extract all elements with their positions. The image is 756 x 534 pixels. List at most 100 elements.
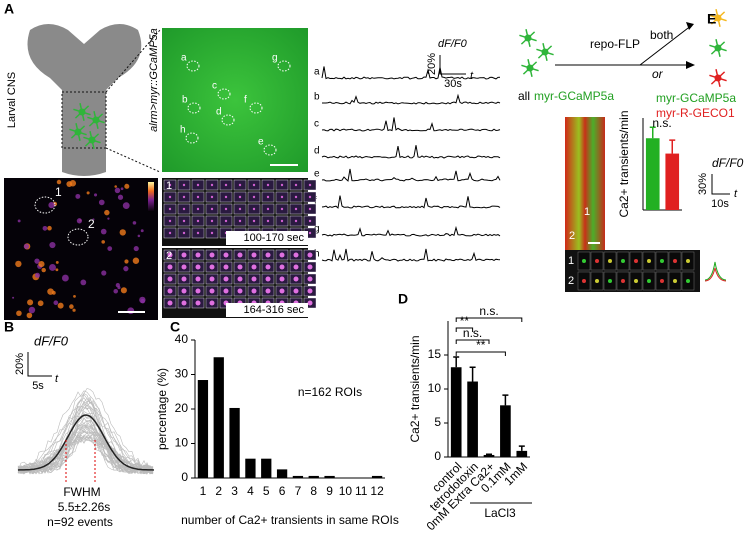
montage-spot — [308, 219, 312, 223]
heat-spot — [124, 259, 129, 264]
montage-time: 100-170 sec — [243, 232, 304, 244]
roi-outline — [263, 144, 277, 156]
montage-spot — [252, 219, 256, 223]
montage-spot — [279, 264, 285, 270]
montage-spot — [621, 259, 625, 263]
heat-spot — [47, 288, 54, 295]
scale-t: t — [55, 373, 59, 385]
roi-outline — [187, 102, 201, 114]
heat-spot — [34, 258, 40, 264]
event-count: n=92 events — [47, 515, 113, 529]
significance-bracket — [455, 339, 490, 344]
bar — [371, 475, 383, 478]
montage-spot — [181, 264, 187, 270]
dual-image — [565, 117, 605, 250]
montage-spot — [224, 195, 228, 199]
x-tick-label: 1 — [200, 484, 207, 498]
trace-green — [704, 261, 727, 281]
trace — [322, 93, 501, 105]
roi-label: g — [272, 53, 278, 64]
heat-spot — [69, 180, 77, 187]
trace-red — [704, 267, 727, 282]
heat-spot — [133, 245, 139, 252]
montage-spot — [210, 195, 214, 199]
montage-spot — [251, 264, 257, 270]
panel-letter: C — [170, 319, 180, 335]
montage-spot — [582, 259, 586, 263]
montage-spot — [196, 219, 200, 223]
montage-spot — [209, 252, 215, 258]
error-bar — [649, 126, 656, 139]
heat-spot — [75, 193, 81, 199]
trace-label: e — [314, 169, 320, 180]
heat-spot — [17, 219, 21, 223]
montage-spot — [237, 276, 243, 282]
montage-spot — [265, 252, 271, 258]
montage-spot — [237, 288, 243, 294]
heat-spot — [27, 299, 34, 306]
montage-spot — [237, 252, 243, 258]
heat-spot — [76, 218, 83, 224]
montage-spot — [266, 195, 270, 199]
row-label: 2 — [568, 275, 574, 287]
montage-spot — [660, 259, 664, 263]
trace-label: d — [314, 146, 320, 157]
cell-body — [74, 128, 82, 136]
roi-label: h — [180, 125, 186, 136]
montage-spot — [595, 259, 599, 263]
heat-spot — [73, 294, 76, 298]
montage-spot — [279, 288, 285, 294]
montage-spot — [181, 276, 187, 282]
montage-spot — [308, 195, 312, 199]
montage-spot — [308, 231, 312, 235]
heat-spot — [41, 267, 46, 273]
montage-spot — [280, 183, 284, 187]
heat-spot — [55, 260, 59, 264]
montage-spot — [608, 279, 612, 283]
montage-spot — [252, 183, 256, 187]
montage-spot — [167, 288, 173, 294]
bar — [261, 458, 272, 478]
trace — [321, 66, 501, 80]
significance-label: ** — [476, 338, 486, 352]
montage-spot — [673, 279, 677, 283]
heat-spot — [104, 209, 110, 216]
montage-spot — [209, 264, 215, 270]
roi-label: a — [181, 53, 187, 64]
montage-spot — [307, 300, 313, 306]
annotation: n=162 ROIs — [298, 385, 362, 399]
montage-spot — [167, 300, 173, 306]
bar — [516, 450, 528, 457]
montage-spot — [224, 219, 228, 223]
time-bg — [226, 231, 308, 245]
heat-spot — [114, 187, 121, 194]
annotation: n.s. — [652, 116, 671, 130]
error-bar — [669, 139, 676, 154]
heat-spot — [117, 194, 124, 200]
heat-spot — [49, 241, 56, 249]
mean-trace — [17, 414, 155, 471]
bar — [197, 380, 209, 478]
montage-spot — [223, 264, 229, 270]
panel-letter: D — [398, 291, 408, 307]
heat-spot — [86, 191, 90, 195]
x-axis-label: number of Ca2+ transients in same ROIs — [181, 513, 399, 527]
montage-spot — [293, 276, 299, 282]
y-tick-label: 10 — [175, 436, 189, 450]
roi-label: d — [216, 107, 222, 118]
cell-body — [526, 64, 534, 72]
montage-spot — [686, 279, 690, 283]
montage-spot — [279, 276, 285, 282]
significance-bracket — [455, 327, 474, 332]
roi-label: e — [258, 137, 264, 148]
roi-label: 2 — [88, 217, 95, 231]
all-name: myr-GCaMP5a — [534, 89, 614, 103]
montage-spot — [224, 207, 228, 211]
montage-spot — [280, 207, 284, 211]
montage-spot — [293, 288, 299, 294]
montage-spot — [252, 207, 256, 211]
x-tick-label: 9 — [326, 484, 333, 498]
cell-body — [78, 108, 86, 116]
scale-bar — [711, 174, 730, 195]
